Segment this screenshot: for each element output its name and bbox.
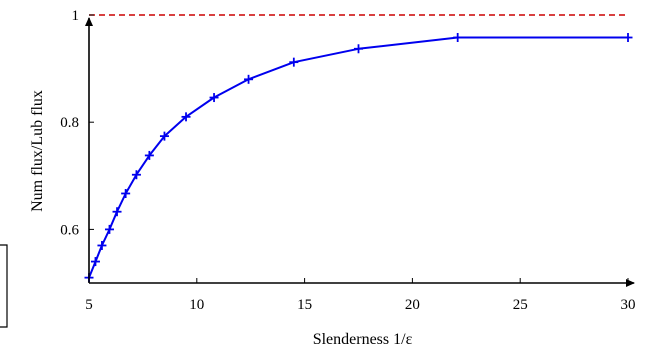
data-point-marker bbox=[354, 44, 363, 54]
x-tick-label: 15 bbox=[297, 297, 312, 313]
x-axis-label: Slenderness 1/ε bbox=[313, 331, 413, 348]
data-point-marker bbox=[144, 150, 154, 160]
clipped-bracket-fragment bbox=[0, 244, 8, 328]
data-point-marker bbox=[97, 240, 107, 250]
x-ticks: 5 10 15 20 25 30 bbox=[85, 278, 636, 313]
data-point-marker bbox=[289, 57, 299, 67]
data-point-marker bbox=[453, 33, 463, 43]
y-ticks: 0.6 0.8 1 bbox=[60, 8, 94, 238]
y-tick-label: 0.6 bbox=[60, 222, 79, 238]
data-point-marker bbox=[112, 207, 122, 217]
x-tick-label: 5 bbox=[85, 297, 93, 313]
y-tick-label: 1 bbox=[72, 8, 80, 24]
data-point-marker bbox=[104, 224, 114, 234]
y-tick-label: 0.8 bbox=[60, 115, 79, 131]
x-tick-label: 10 bbox=[189, 297, 204, 313]
y-axis-label: Num flux/Lub flux bbox=[29, 90, 46, 212]
x-tick-label: 25 bbox=[513, 297, 528, 313]
data-point-marker bbox=[90, 257, 100, 267]
data-point-marker bbox=[131, 170, 141, 180]
x-tick-label: 20 bbox=[405, 297, 420, 313]
data-point-marker bbox=[159, 131, 169, 141]
x-tick-label: 30 bbox=[621, 297, 636, 313]
data-point-marker bbox=[209, 93, 219, 103]
data-point-marker bbox=[623, 33, 633, 43]
data-point-marker bbox=[244, 74, 254, 84]
data-point-marker bbox=[181, 112, 191, 122]
series-line bbox=[88, 36, 628, 278]
data-point-marker bbox=[121, 188, 131, 198]
series-layer bbox=[84, 33, 633, 283]
